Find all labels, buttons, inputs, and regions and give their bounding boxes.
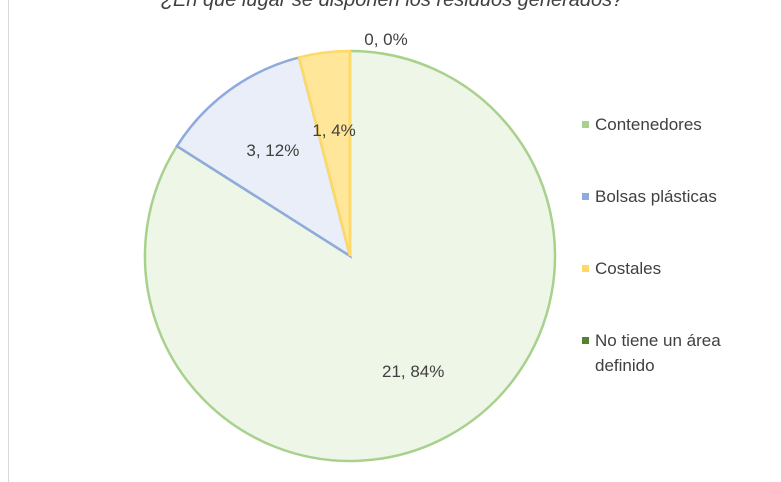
legend-label: Contenedores: [595, 115, 702, 134]
legend-swatch: [582, 193, 589, 200]
legend-entry: Bolsas plásticas: [582, 184, 772, 256]
legend: Contenedores Bolsas plásticas Costales No t…: [582, 112, 772, 400]
data-label: 0, 0%: [364, 30, 407, 49]
legend-label: Costales: [595, 259, 662, 278]
pie-slice: [297, 49, 352, 257]
legend-swatch: [582, 265, 589, 272]
legend-entry: No tiene un área definido: [582, 328, 772, 400]
legend-label: No tiene un área definido: [595, 331, 721, 375]
data-label: 3, 12%: [246, 141, 299, 160]
legend-label: Bolsas plásticas: [595, 187, 717, 206]
legend-swatch: [582, 337, 589, 344]
data-label: 1, 4%: [312, 121, 355, 140]
pie-slice: [175, 55, 352, 259]
legend-swatch: [582, 121, 589, 128]
data-label: 21, 84%: [382, 362, 444, 381]
legend-entry: Contenedores: [582, 112, 772, 184]
chart-title: ¿En qué lugar se disponen los residuos g…: [161, 0, 624, 11]
legend-entry: Costales: [582, 256, 772, 328]
